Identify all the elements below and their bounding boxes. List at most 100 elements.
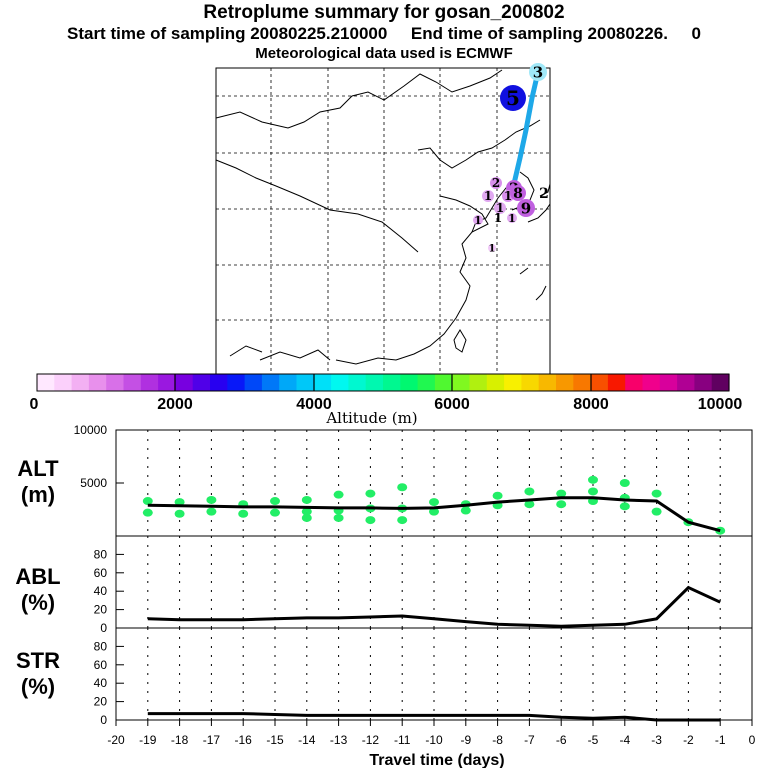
- x-tick-label: -4: [619, 733, 630, 747]
- x-tick-label: -15: [266, 733, 284, 747]
- colorbar-swatch: [504, 374, 522, 391]
- colorbar-swatch: [573, 374, 592, 391]
- trajectory-marker: [488, 244, 496, 252]
- y-tick-label: 60: [94, 566, 108, 580]
- trajectory-marker-label: 1: [504, 189, 512, 203]
- x-tick-label: -14: [298, 733, 316, 747]
- panel-abl: 0 20 40 60 80 ABL (%): [15, 535, 753, 635]
- colorbar-swatches: [37, 374, 730, 391]
- y-tick-label: 20: [94, 695, 108, 709]
- colorbar-swatch: [123, 374, 142, 391]
- scatter-point: [365, 516, 376, 525]
- colorbar-title: Altitude (m): [325, 409, 417, 427]
- trajectory-marker: [529, 63, 547, 81]
- abl-line: [147, 585, 721, 628]
- trajectory-marker-label: 1: [474, 214, 482, 227]
- colorbar-swatch: [37, 374, 55, 391]
- colorbar-swatch: [677, 374, 695, 391]
- x-tick-label: 0: [749, 733, 756, 747]
- colorbar-swatch: [383, 374, 401, 391]
- x-axis-title: Travel time (days): [369, 752, 504, 768]
- scatter-point: [301, 495, 312, 504]
- x-tick-label: -10: [425, 733, 443, 747]
- trajectory-marker: [482, 190, 494, 202]
- scatter-point: [524, 487, 535, 496]
- trajectory-markers: 53922111111821: [473, 63, 549, 255]
- y-tick-label: 0: [100, 713, 107, 727]
- y-tick-label: 60: [94, 658, 108, 672]
- abl-vertical-ticks: [147, 536, 721, 628]
- x-tick-label: -3: [651, 733, 662, 747]
- scatter-point: [206, 507, 217, 516]
- scatter-point: [238, 509, 249, 518]
- scatter-point: [270, 508, 280, 517]
- scatter-point: [619, 502, 630, 511]
- abl-unit: (%): [21, 590, 55, 615]
- alt-scatter-points: [142, 475, 726, 535]
- panel-alt: 5000 10000 ALT (m): [17, 423, 753, 537]
- scatter-point: [333, 513, 344, 522]
- trajectory-marker-label: 9: [521, 199, 531, 217]
- x-tick-label: -18: [171, 733, 189, 747]
- scatter-point: [301, 513, 312, 522]
- alt-unit: (m): [21, 482, 55, 507]
- colorbar-swatch: [711, 374, 730, 391]
- trajectory-marker: [494, 202, 506, 214]
- trajectory-marker-label: 1: [508, 212, 516, 225]
- str-vertical-ticks: [147, 628, 721, 720]
- colorbar-swatch: [469, 374, 488, 391]
- x-tick-label: -8: [492, 733, 503, 747]
- scatter-point: [365, 489, 376, 498]
- trajectory-marker-label: 1: [494, 211, 502, 225]
- map-gridlines: [216, 68, 550, 374]
- colorbar-label-2000: 2000: [157, 396, 193, 413]
- scatter-point: [142, 497, 153, 506]
- trajectory-marker-label: 3: [533, 63, 543, 81]
- trajectory-marker-label: 2: [539, 186, 549, 202]
- str-label: STR: [16, 648, 60, 673]
- scatter-point: [556, 489, 567, 498]
- abl-y-ticks: 0 20 40 60 80: [94, 547, 124, 635]
- map-frame: [215, 67, 551, 375]
- alt-line: [147, 496, 721, 533]
- scatter-point: [524, 500, 535, 509]
- sampling-times: Start time of sampling 20080225.210000 E…: [66, 24, 701, 43]
- colorbar-swatch: [607, 374, 626, 391]
- str-unit: (%): [21, 674, 55, 699]
- scatter-point: [397, 516, 408, 525]
- scatter-point: [651, 507, 662, 516]
- colorbar-swatch: [279, 374, 298, 391]
- colorbar-label-6000: 6000: [434, 396, 470, 413]
- trajectory-marker-label: 1: [496, 201, 504, 215]
- scatter-point: [429, 507, 439, 516]
- trajectory-marker: [510, 185, 526, 201]
- chart-title: Retroplume summary for gosan_200802: [203, 2, 565, 23]
- scatter-point: [492, 491, 503, 500]
- colorbar-swatch: [88, 374, 107, 391]
- colorbar-swatch: [348, 374, 367, 391]
- x-tick-label: -2: [683, 733, 694, 747]
- y-tick-label: 20: [94, 603, 108, 617]
- trajectory-marker-label: 1: [484, 189, 492, 203]
- colorbar-label-8000: 8000: [573, 396, 609, 413]
- colorbar-swatch: [590, 374, 609, 391]
- colorbar-swatch: [244, 374, 263, 391]
- colorbar-label-10000: 10000: [698, 396, 743, 413]
- colorbar-swatch: [625, 374, 644, 391]
- abl-label: ABL: [15, 564, 60, 589]
- trajectory-marker: [517, 199, 535, 217]
- scatter-point: [588, 475, 598, 484]
- colorbar-swatch: [486, 374, 505, 391]
- colorbar-swatch: [434, 374, 453, 391]
- x-tick-label: -5: [588, 733, 599, 747]
- colorbar-swatch: [452, 374, 471, 391]
- scatter-point: [270, 497, 280, 506]
- scatter-point: [429, 498, 439, 507]
- colorbar-swatch: [365, 374, 384, 391]
- alt-y-ticks: 5000 10000: [74, 423, 124, 490]
- x-tick-label: -6: [556, 733, 567, 747]
- colorbar-swatch: [210, 374, 228, 391]
- y-tick-label: 10000: [74, 423, 108, 437]
- str-line: [147, 712, 721, 722]
- scatter-point: [588, 487, 598, 496]
